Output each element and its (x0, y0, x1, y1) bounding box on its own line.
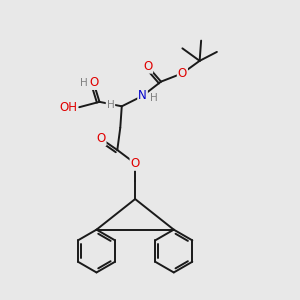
Text: O: O (143, 60, 152, 73)
Text: O: O (178, 67, 187, 80)
Text: O: O (89, 76, 98, 89)
Text: OH: OH (59, 101, 77, 114)
Text: H: H (80, 78, 88, 88)
Text: O: O (96, 132, 106, 145)
Text: O: O (130, 157, 140, 170)
Text: H: H (150, 93, 158, 103)
Text: N: N (138, 89, 147, 102)
Text: H: H (106, 100, 114, 110)
